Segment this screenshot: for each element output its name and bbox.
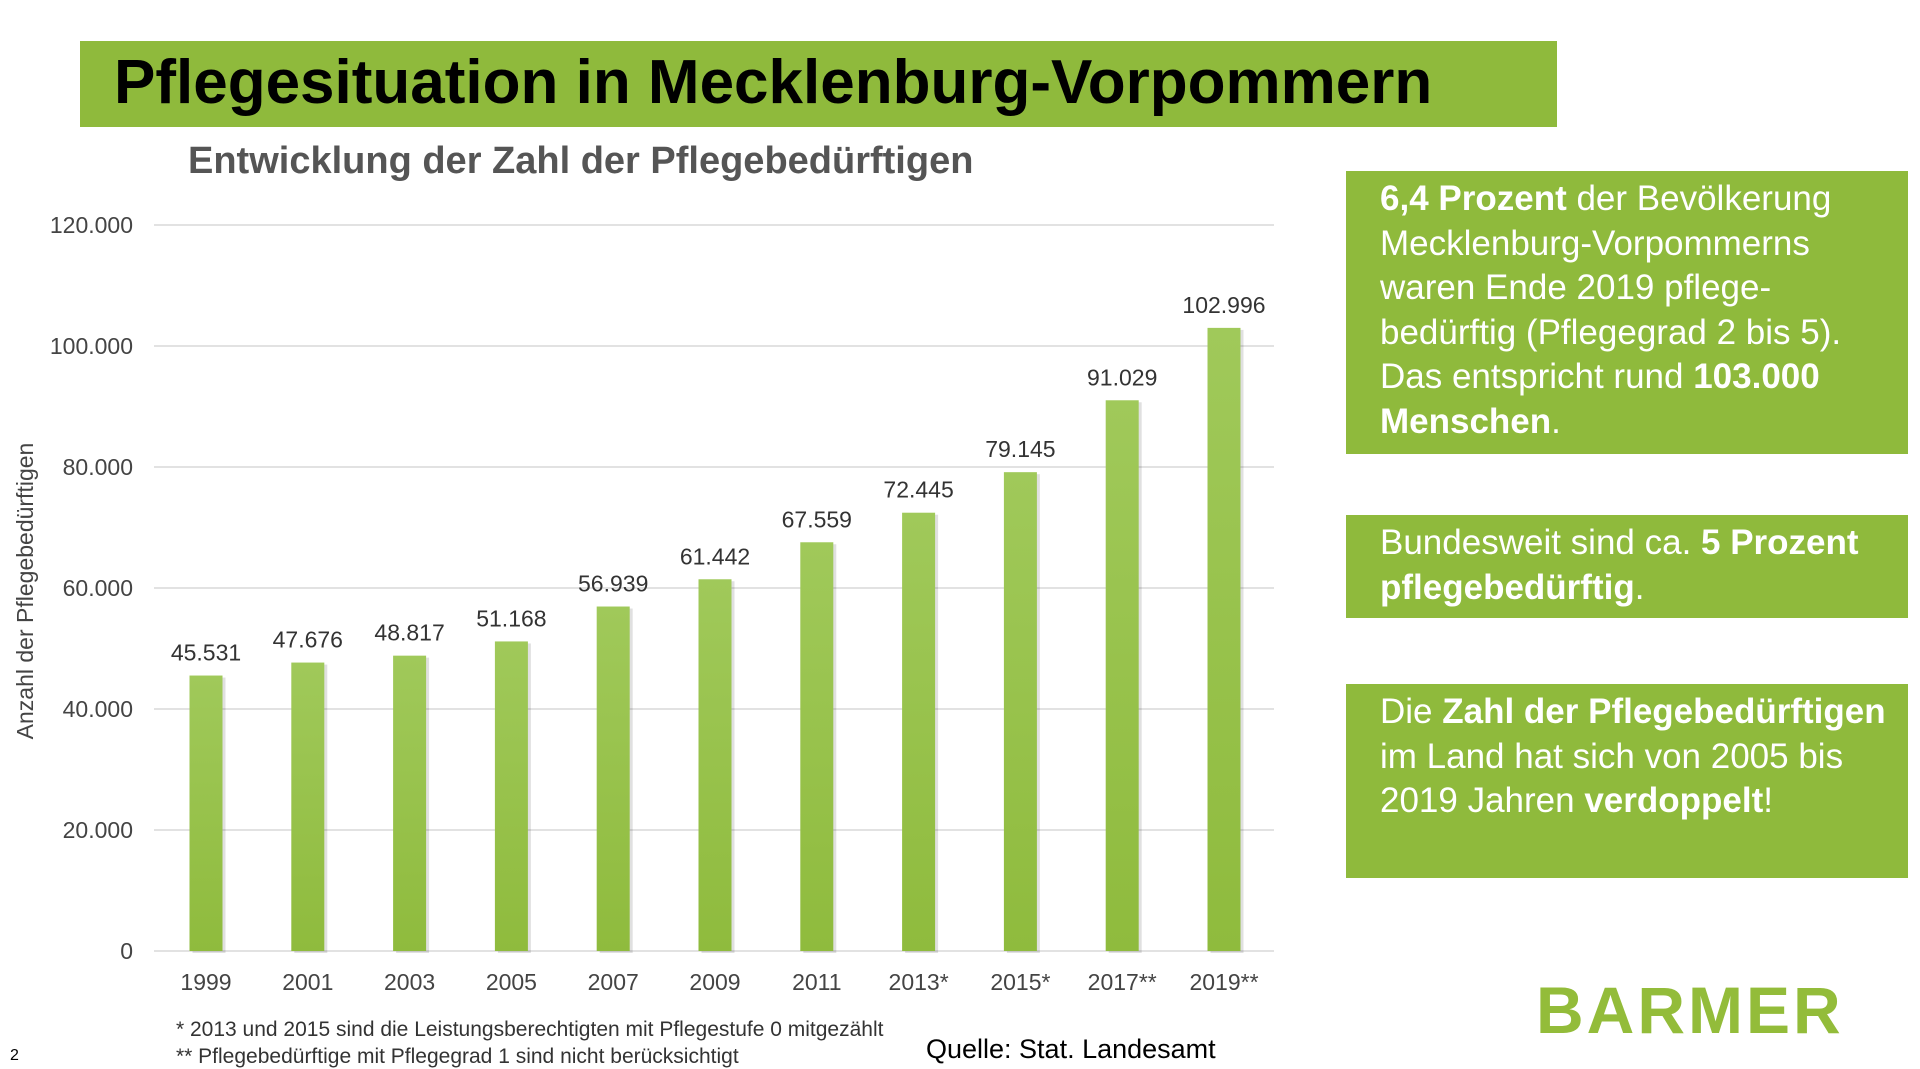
y-tick-label: 60.000 [63,575,133,601]
body-text: Bundesweit sind ca. [1380,523,1702,562]
info-box-share: 6,4 Prozent der Bevölkerung Mecklenburg-… [1346,171,1908,454]
y-tick-label: 0 [120,938,133,964]
data-label: 56.939 [578,571,648,597]
footnote-2: ** Pflegebedürftige mit Pflegegrad 1 sin… [176,1045,739,1068]
data-label: 48.817 [374,620,444,646]
bar [393,655,427,951]
x-tick-label: 2007 [588,969,639,995]
y-tick-label: 120.000 [50,212,133,238]
emphasis-text: Zahl der Pflegebedürftigen [1442,692,1886,731]
x-tick-label: 2009 [689,969,740,995]
x-tick-label: 1999 [180,969,231,995]
emphasis-text: verdoppelt [1584,781,1764,820]
source-note: Quelle: Stat. Landesamt [926,1034,1216,1064]
data-label: 102.996 [1182,292,1265,318]
body-text: ! [1763,781,1773,820]
bar [1003,472,1037,951]
emphasis-text: 6,4 Prozent [1380,179,1567,218]
bar [494,641,528,951]
data-label: 91.029 [1087,364,1157,390]
data-label: 61.442 [680,543,750,569]
x-tick-label: 2001 [282,969,333,995]
y-tick-label: 40.000 [63,696,133,722]
y-tick-label: 100.000 [50,333,133,359]
body-text: im Land hat sich von 2005 bis 2019 Jahre… [1380,736,1844,821]
body-text: der Bevölkerung Mecklenburg-Vorpommerns … [1380,179,1842,396]
bar [291,662,325,951]
page-number: 2 [10,1047,19,1064]
data-label: 47.676 [273,627,343,653]
title-banner: Pflegesituation in Mecklenburg-Vorpommer… [80,41,1557,127]
bar [902,512,936,951]
x-tick-label: 2019** [1189,969,1258,995]
body-text: Die [1380,692,1443,731]
x-tick-label: 2005 [486,969,537,995]
data-label: 45.531 [171,640,241,666]
barmer-logo: BARMER [1536,973,1844,1047]
body-text: . [1551,401,1561,441]
bar [800,542,834,951]
chart-title: Entwicklung der Zahl der Pflegebedürftig… [188,140,974,182]
y-axis-title: Anzahl der Pflegebedürftigen [12,443,38,740]
x-tick-label: 2003 [384,969,435,995]
info-box-national: Bundesweit sind ca. 5 Prozent pflegebedü… [1346,515,1908,618]
x-tick-label: 2011 [792,969,841,995]
footnote-1: * 2013 und 2015 sind die Leistungsberech… [176,1018,884,1041]
data-label: 67.559 [782,506,852,532]
body-text: . [1634,567,1645,607]
x-tick-label: 2017** [1088,969,1157,995]
y-tick-label: 80.000 [63,454,133,480]
bar-chart: 0 20.000 40.000 60.000 80.000 100.000 120.000 A… [12,212,1274,995]
emphasis-text: 5 Prozent pflegebedürftig [1380,523,1859,607]
bar [596,606,630,951]
data-label: 79.145 [985,436,1055,462]
x-tick-label: 2013* [889,969,949,995]
x-tick-label: 2015* [990,969,1050,995]
bar [1207,327,1241,951]
emphasis-text: 103.000 Menschen [1380,357,1820,441]
page-title: Pflegesituation in Mecklenburg-Vorpommer… [114,48,1433,117]
data-label: 72.445 [883,477,953,503]
y-tick-label: 20.000 [63,817,133,843]
bar [698,579,732,951]
data-label: 51.168 [476,605,546,631]
bar [1105,400,1139,951]
info-box-doubled: Die Zahl der Pflegebedürftigen im Land h… [1346,684,1908,878]
bar [189,675,223,951]
